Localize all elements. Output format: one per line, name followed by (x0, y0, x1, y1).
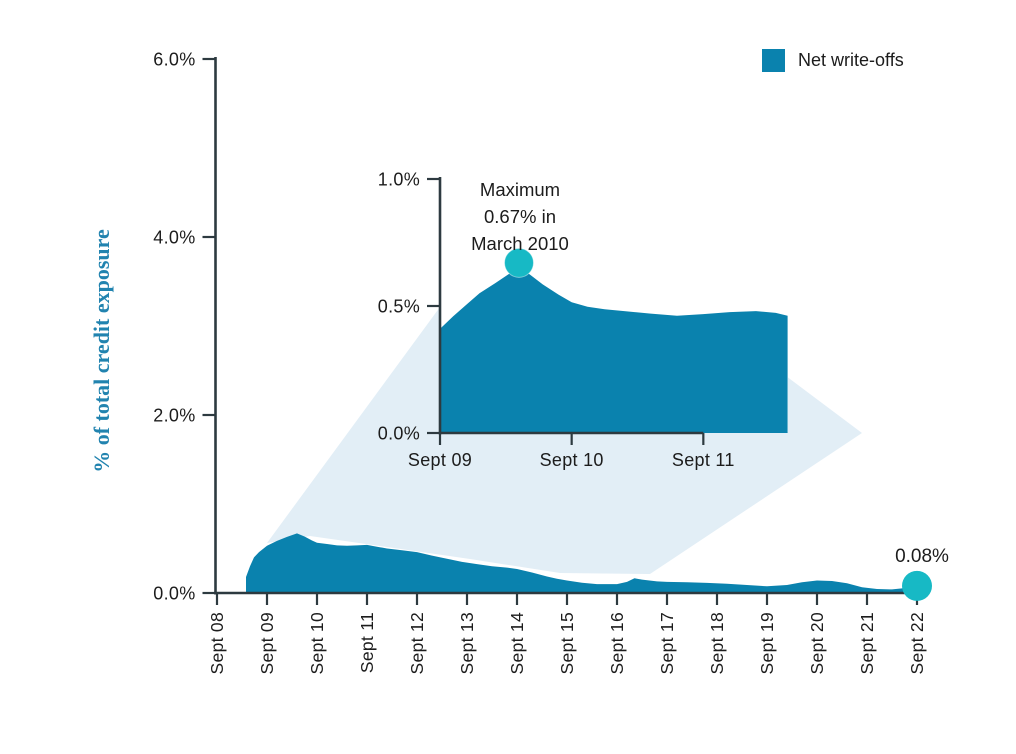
max-annotation-line-1: Maximum (479, 179, 561, 200)
inset-zoom-x-tick-label: Sept 11 (672, 450, 735, 470)
inset-zoom-y-tick-label: 0.0% (378, 424, 420, 444)
main-area-chart: 0.0% 2.0% 4.0% 6.0% Sept 08 Sept 09 Sept 10 Sep… (153, 50, 932, 674)
inset-zoom-x-tick-label: Sept 10 (540, 450, 604, 470)
main-x-tick-label: Sept 16 (607, 612, 627, 674)
main-x-tick-label: Sept 20 (807, 612, 827, 674)
end-value-label: 0.08% (895, 546, 949, 567)
legend-swatch-icon (762, 49, 785, 72)
legend-label: Net write-offs (798, 50, 904, 70)
main-x-tick-label: Sept 12 (407, 612, 427, 674)
main-y-tick-label: 2.0% (153, 406, 195, 426)
main-y-tick-label: 6.0% (153, 50, 195, 70)
main-x-tick-label: Sept 15 (557, 612, 577, 674)
main-x-tick-label: Sept 21 (857, 612, 877, 674)
main-x-tick-label: Sept 18 (707, 612, 727, 674)
main-x-tick-label: Sept 10 (307, 612, 327, 674)
main-x-tick-label: Sept 19 (757, 612, 777, 674)
inset-zoom-y-tick-label: 0.5% (378, 297, 420, 317)
main-area-series (246, 533, 917, 593)
main-x-tick-label: Sept 09 (257, 612, 277, 674)
main-x-tick-label: Sept 11 (357, 612, 377, 673)
main-x-tick-label: Sept 13 (457, 612, 477, 674)
main-x-tick-label: Sept 14 (507, 612, 527, 674)
end-value-marker (902, 570, 932, 601)
max-value-marker (504, 247, 535, 278)
inset-zoom-y-tick-label: 1.0% (378, 170, 420, 190)
inset-zoom-chart: 0.0% 0.5% 1.0% Sept 09 Sept 10 Sept 11 (378, 170, 788, 470)
max-annotation-line-2: 0.67% in (484, 206, 556, 227)
y-axis-title: % of total credit exposure (89, 229, 114, 473)
main-x-tick-label: Sept 22 (907, 612, 927, 674)
main-x-tick-label: Sept 08 (207, 612, 227, 674)
main-x-tick-label: Sept 17 (657, 612, 677, 674)
main-y-tick-label: 0.0% (153, 584, 195, 604)
legend: Net write-offs (762, 49, 904, 72)
inset-zoom-area-series (440, 267, 788, 433)
max-annotation-line-3: March 2010 (471, 233, 569, 254)
max-value-annotation: Maximum 0.67% in March 2010 (435, 176, 605, 257)
main-y-tick-label: 4.0% (153, 228, 195, 248)
inset-zoom-x-tick-label: Sept 09 (408, 450, 472, 470)
